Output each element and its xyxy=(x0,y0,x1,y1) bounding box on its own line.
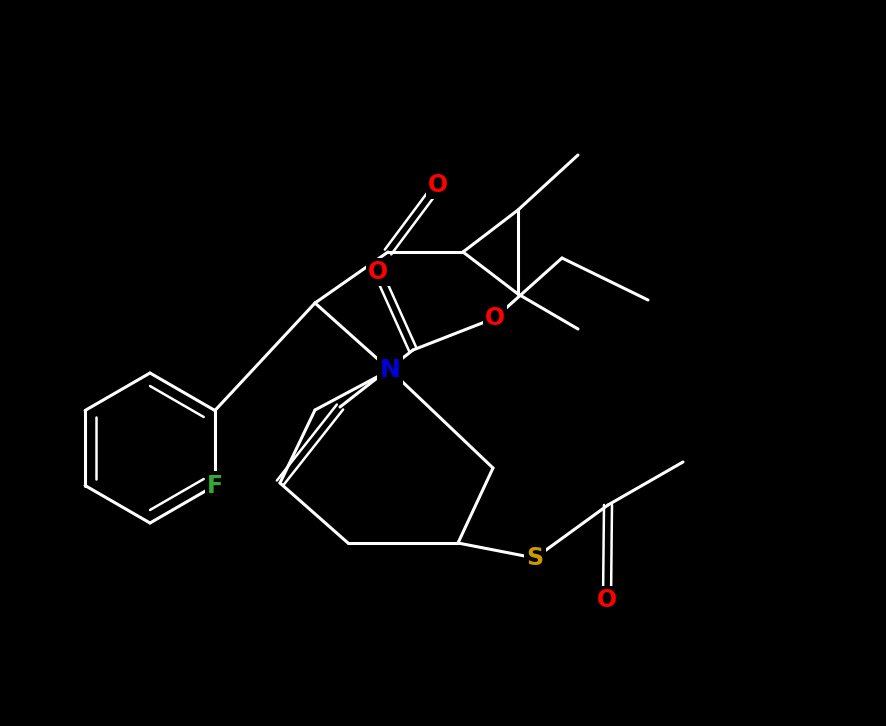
Text: O: O xyxy=(597,588,617,612)
Text: O: O xyxy=(485,306,505,330)
Text: O: O xyxy=(368,260,388,284)
Text: S: S xyxy=(526,546,544,570)
Text: O: O xyxy=(428,173,448,197)
Text: N: N xyxy=(379,358,400,382)
Text: F: F xyxy=(207,473,223,497)
